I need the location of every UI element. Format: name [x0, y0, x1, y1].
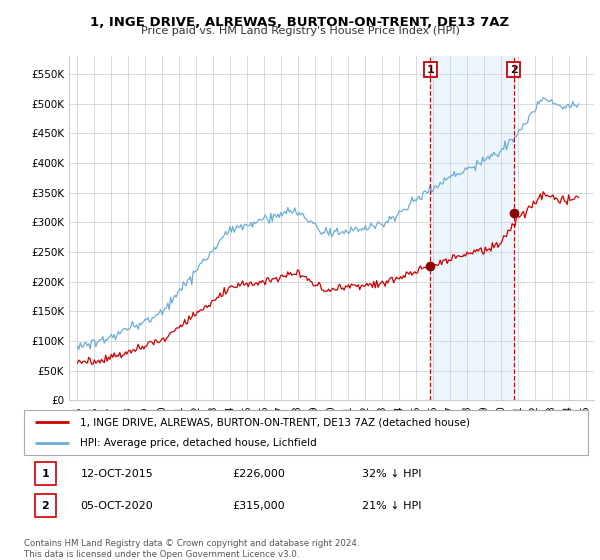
Text: Price paid vs. HM Land Registry's House Price Index (HPI): Price paid vs. HM Land Registry's House … — [140, 26, 460, 36]
Bar — [430, 56, 514, 400]
Text: 2: 2 — [41, 501, 49, 511]
Text: 12-OCT-2015: 12-OCT-2015 — [80, 469, 153, 479]
FancyBboxPatch shape — [24, 410, 588, 455]
Text: 21% ↓ HPI: 21% ↓ HPI — [362, 501, 422, 511]
Text: 2: 2 — [509, 64, 517, 74]
Text: 1: 1 — [427, 64, 434, 74]
Text: 1, INGE DRIVE, ALREWAS, BURTON-ON-TRENT, DE13 7AZ: 1, INGE DRIVE, ALREWAS, BURTON-ON-TRENT,… — [91, 16, 509, 29]
Text: £226,000: £226,000 — [233, 469, 286, 479]
Text: Contains HM Land Registry data © Crown copyright and database right 2024.
This d: Contains HM Land Registry data © Crown c… — [24, 539, 359, 559]
Text: 1, INGE DRIVE, ALREWAS, BURTON-ON-TRENT, DE13 7AZ (detached house): 1, INGE DRIVE, ALREWAS, BURTON-ON-TRENT,… — [80, 417, 470, 427]
Text: HPI: Average price, detached house, Lichfield: HPI: Average price, detached house, Lich… — [80, 437, 317, 447]
Text: £315,000: £315,000 — [233, 501, 286, 511]
FancyBboxPatch shape — [35, 494, 56, 517]
FancyBboxPatch shape — [35, 462, 56, 485]
Text: 1: 1 — [41, 469, 49, 479]
Text: 05-OCT-2020: 05-OCT-2020 — [80, 501, 153, 511]
Text: 32% ↓ HPI: 32% ↓ HPI — [362, 469, 422, 479]
